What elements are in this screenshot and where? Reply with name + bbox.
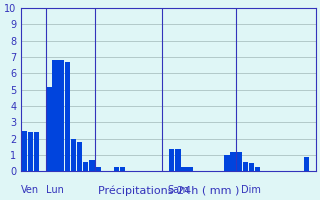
Bar — [243, 162, 248, 171]
Bar — [52, 60, 58, 171]
Bar — [181, 167, 187, 171]
Bar — [230, 152, 236, 171]
X-axis label: Précipitations 24h ( mm ): Précipitations 24h ( mm ) — [98, 185, 239, 196]
Bar — [21, 131, 27, 171]
Bar — [175, 149, 180, 171]
Bar — [224, 155, 230, 171]
Bar — [65, 62, 70, 171]
Text: Lun: Lun — [46, 185, 64, 195]
Bar — [34, 132, 39, 171]
Bar — [120, 167, 125, 171]
Text: Sam: Sam — [167, 185, 188, 195]
Bar — [95, 167, 101, 171]
Text: Ven: Ven — [21, 185, 40, 195]
Bar — [187, 167, 193, 171]
Bar — [114, 167, 119, 171]
Bar — [71, 139, 76, 171]
Bar — [89, 160, 95, 171]
Bar — [77, 142, 82, 171]
Bar — [169, 149, 174, 171]
Bar — [59, 60, 64, 171]
Bar — [236, 152, 242, 171]
Bar — [28, 132, 33, 171]
Bar — [46, 87, 52, 171]
Bar — [304, 157, 309, 171]
Bar — [249, 163, 254, 171]
Bar — [83, 162, 88, 171]
Text: Dim: Dim — [242, 185, 261, 195]
Bar — [255, 167, 260, 171]
